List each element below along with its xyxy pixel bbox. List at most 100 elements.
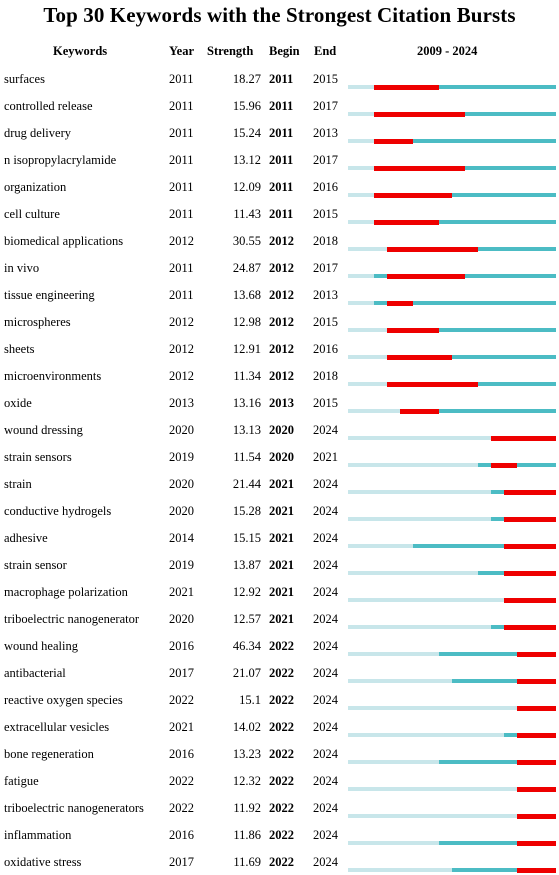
timeline-inactive-segment <box>348 436 491 440</box>
timeline-inactive-segment <box>348 247 387 251</box>
strength-cell: 18.27 <box>232 72 261 86</box>
timeline-active-segment <box>413 544 556 548</box>
keyword-cell: fatigue <box>4 774 39 788</box>
burst-bar <box>387 327 439 333</box>
end-cell: 2024 <box>313 720 338 734</box>
begin-cell: 2021 <box>269 585 294 599</box>
year-cell: 2012 <box>169 369 194 383</box>
begin-cell: 2021 <box>269 504 294 518</box>
burst-bar <box>517 867 556 873</box>
timeline-active-segment <box>374 139 556 143</box>
year-cell: 2021 <box>169 585 194 599</box>
keyword-cell: strain <box>4 477 32 491</box>
end-cell: 2024 <box>313 531 338 545</box>
keyword-cell: sheets <box>4 342 35 356</box>
burst-bar <box>504 597 556 603</box>
strength-cell: 13.68 <box>232 288 261 302</box>
timeline-active-segment <box>374 220 556 224</box>
begin-cell: 2020 <box>269 450 294 464</box>
timeline-inactive-segment <box>348 382 387 386</box>
keyword-cell: in vivo <box>4 261 40 275</box>
header-keywords: Keywords <box>53 44 108 58</box>
keyword-cell: wound healing <box>4 639 78 653</box>
keyword-cell: triboelectric nanogenerators <box>4 801 144 815</box>
end-cell: 2024 <box>313 504 338 518</box>
timeline-inactive-segment <box>348 517 491 521</box>
burst-bar <box>400 408 439 414</box>
burst-bar <box>374 111 465 117</box>
end-cell: 2013 <box>313 126 338 140</box>
begin-cell: 2021 <box>269 531 294 545</box>
end-cell: 2024 <box>313 666 338 680</box>
keyword-cell: triboelectric nanogenerator <box>4 612 139 626</box>
year-cell: 2021 <box>169 720 194 734</box>
strength-cell: 24.87 <box>232 261 261 275</box>
year-cell: 2011 <box>169 126 194 140</box>
begin-cell: 2021 <box>269 612 294 626</box>
header-strength: Strength <box>207 44 254 58</box>
keyword-cell: adhesive <box>4 531 48 545</box>
begin-cell: 2021 <box>269 477 294 491</box>
year-cell: 2022 <box>169 801 194 815</box>
year-cell: 2020 <box>169 612 194 626</box>
keyword-cell: microspheres <box>4 315 71 329</box>
keyword-cell: microenvironments <box>4 369 102 383</box>
timeline-inactive-segment <box>348 166 374 170</box>
strength-cell: 11.34 <box>233 369 261 383</box>
end-cell: 2015 <box>313 396 338 410</box>
strength-cell: 12.98 <box>232 315 261 329</box>
timeline-inactive-segment <box>348 598 504 602</box>
end-cell: 2016 <box>313 342 338 356</box>
year-cell: 2011 <box>169 207 194 221</box>
end-cell: 2024 <box>313 747 338 761</box>
end-cell: 2015 <box>313 315 338 329</box>
keyword-cell: bone regeneration <box>4 747 94 761</box>
end-cell: 2013 <box>313 288 338 302</box>
year-cell: 2017 <box>169 666 194 680</box>
strength-cell: 11.43 <box>233 207 261 221</box>
burst-bar <box>374 192 452 198</box>
end-cell: 2024 <box>313 801 338 815</box>
year-cell: 2020 <box>169 504 194 518</box>
keyword-cell: oxide <box>4 396 32 410</box>
burst-bar <box>374 84 439 90</box>
keyword-cell: wound dressing <box>4 423 83 437</box>
strength-cell: 13.16 <box>232 396 261 410</box>
year-cell: 2017 <box>169 855 194 869</box>
year-cell: 2011 <box>169 261 194 275</box>
timeline-inactive-segment <box>348 463 478 467</box>
end-cell: 2024 <box>313 693 338 707</box>
end-cell: 2018 <box>313 234 338 248</box>
timeline-inactive-segment <box>348 841 439 845</box>
timeline-active-segment <box>452 868 556 872</box>
strength-cell: 12.92 <box>232 585 261 599</box>
strength-cell: 15.28 <box>232 504 261 518</box>
strength-cell: 15.15 <box>232 531 261 545</box>
begin-cell: 2011 <box>269 99 294 113</box>
end-cell: 2017 <box>313 261 338 275</box>
end-cell: 2024 <box>313 612 338 626</box>
timeline-inactive-segment <box>348 706 517 710</box>
end-cell: 2024 <box>313 639 338 653</box>
strength-cell: 14.02 <box>232 720 261 734</box>
timeline-active-segment <box>374 193 556 197</box>
strength-cell: 11.54 <box>233 450 261 464</box>
timeline-active-segment <box>374 85 556 89</box>
strength-cell: 12.91 <box>232 342 261 356</box>
timeline-inactive-segment <box>348 652 439 656</box>
timeline-inactive-segment <box>348 112 374 116</box>
begin-cell: 2013 <box>269 396 294 410</box>
strength-cell: 13.23 <box>232 747 261 761</box>
year-cell: 2022 <box>169 693 194 707</box>
timeline-inactive-segment <box>348 679 452 683</box>
timeline-inactive-segment <box>348 85 374 89</box>
header-year: Year <box>169 44 194 58</box>
keyword-cell: strain sensors <box>4 450 72 464</box>
begin-cell: 2022 <box>269 747 294 761</box>
keyword-cell: surfaces <box>4 72 45 86</box>
burst-bar <box>517 786 556 792</box>
begin-cell: 2022 <box>269 774 294 788</box>
strength-cell: 13.87 <box>232 558 261 572</box>
strength-cell: 11.92 <box>233 801 261 815</box>
timeline-active-segment <box>400 409 556 413</box>
